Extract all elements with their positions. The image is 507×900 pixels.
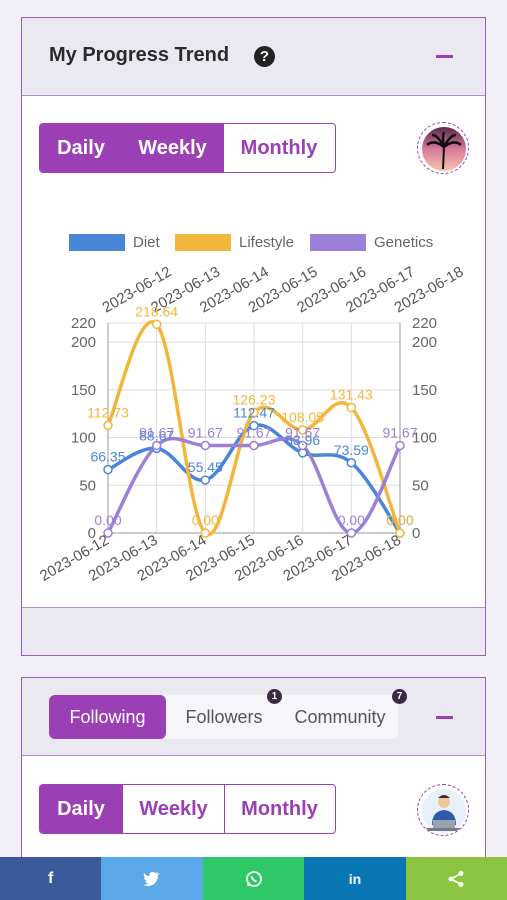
data-point[interactable]: [346, 402, 357, 413]
data-point[interactable]: [249, 440, 259, 451]
y-tick-label-left: 200: [71, 334, 96, 351]
palm-tree-icon: [422, 127, 466, 171]
social-tabs: Following Followers 1 Community 7: [49, 689, 407, 739]
data-point[interactable]: [297, 440, 308, 451]
whatsapp-icon[interactable]: [202, 857, 305, 900]
social-card: Following Followers 1 Community 7 Daily …: [21, 677, 486, 877]
progress-card-header: My Progress Trend ?: [22, 18, 485, 96]
data-label: 112.73: [87, 404, 129, 420]
social-card-header: Following Followers 1 Community 7: [22, 678, 485, 756]
data-label: 131.43: [330, 387, 373, 403]
period-daily-button[interactable]: Daily: [40, 785, 122, 833]
data-label: 66.35: [90, 449, 125, 465]
data-label: 91.67: [285, 424, 320, 440]
data-point[interactable]: [103, 464, 113, 475]
legend-swatch[interactable]: [310, 234, 366, 251]
y-tick-label-right: 100: [412, 430, 437, 447]
progress-period-toggle: Daily Weekly Monthly: [39, 123, 336, 173]
data-point[interactable]: [151, 319, 162, 330]
tab-following[interactable]: Following: [49, 695, 166, 739]
data-label: 0.00: [386, 512, 413, 528]
data-point[interactable]: [346, 458, 357, 468]
collapse-icon[interactable]: [436, 716, 453, 719]
y-tick-label-left: 220: [71, 315, 96, 332]
period-monthly-button[interactable]: Monthly: [224, 785, 334, 833]
data-point[interactable]: [200, 528, 211, 538]
data-point[interactable]: [249, 407, 259, 418]
legend-label[interactable]: Lifestyle: [239, 234, 294, 251]
y-tick-label-left: 100: [71, 430, 96, 447]
legend-swatch[interactable]: [175, 234, 231, 251]
data-point[interactable]: [395, 528, 405, 538]
data-label: 108.05: [281, 409, 324, 425]
data-label: 91.67: [382, 424, 417, 440]
y-tick-label-left: 50: [79, 477, 96, 494]
data-point[interactable]: [200, 440, 211, 451]
data-label: 0.00: [192, 512, 219, 528]
social-period-toggle: Daily Weekly Monthly: [39, 784, 336, 834]
data-point[interactable]: [249, 420, 259, 431]
followers-count-badge: 1: [267, 689, 282, 704]
progress-chart: Diet Lifestyle Genetics 0 0 50 50 100 100 150 150 2…: [37, 234, 466, 585]
y-tick-label-left: 0: [88, 525, 96, 542]
data-point[interactable]: [395, 440, 405, 451]
y-tick-label-right: 50: [412, 477, 429, 494]
data-label: 88.67: [139, 427, 174, 443]
data-point[interactable]: [103, 528, 113, 538]
legend-label[interactable]: Diet: [133, 234, 161, 251]
twitter-icon[interactable]: [101, 857, 203, 900]
data-label: 83.96: [285, 432, 320, 448]
data-label: 218.64: [135, 303, 178, 319]
y-tick-label-right: 220: [412, 315, 437, 332]
community-count-badge: 7: [392, 689, 407, 704]
linkedin-icon[interactable]: in: [304, 857, 406, 900]
data-label: 0.00: [386, 512, 413, 528]
data-label: 0.00: [94, 512, 121, 528]
data-point[interactable]: [346, 528, 357, 538]
period-monthly-button[interactable]: Monthly: [223, 124, 334, 172]
share-icon[interactable]: [405, 857, 507, 900]
progress-title: My Progress Trend: [49, 44, 230, 66]
legend-label[interactable]: Genetics: [374, 234, 433, 251]
facebook-icon[interactable]: f: [0, 857, 102, 900]
data-label: 73.59: [334, 442, 369, 458]
data-label: 91.67: [139, 424, 174, 440]
help-icon[interactable]: ?: [254, 46, 275, 67]
y-tick-label-left: 150: [71, 382, 96, 399]
y-tick-label-right: 0: [412, 525, 420, 542]
legend-swatch[interactable]: [69, 234, 125, 251]
data-point[interactable]: [297, 425, 308, 435]
data-label: 126.23: [233, 392, 276, 408]
data-label: 112.47: [233, 405, 275, 421]
data-label: 91.67: [188, 424, 223, 440]
data-label: 91.67: [236, 424, 271, 440]
period-weekly-button[interactable]: Weekly: [122, 785, 224, 833]
avatar[interactable]: [417, 122, 469, 174]
data-label: 55.45: [188, 459, 223, 475]
y-tick-label-right: 200: [412, 334, 437, 351]
data-point[interactable]: [200, 475, 211, 485]
share-bar: f in: [0, 857, 507, 900]
progress-card-footer: [22, 607, 485, 655]
tab-community[interactable]: Community: [294, 706, 386, 727]
collapse-icon[interactable]: [436, 55, 453, 58]
person-at-laptop-icon: [422, 789, 466, 833]
avatar[interactable]: [417, 784, 469, 836]
period-daily-button[interactable]: Daily: [40, 124, 122, 172]
data-point[interactable]: [103, 420, 113, 431]
tab-followers[interactable]: Followers: [185, 706, 263, 727]
y-tick-label-right: 150: [412, 382, 437, 399]
data-point[interactable]: [151, 440, 162, 451]
period-weekly-button[interactable]: Weekly: [122, 124, 223, 172]
progress-trend-card: My Progress Trend ? Daily Weekly Monthly…: [21, 17, 486, 656]
data-label: 0.00: [338, 512, 365, 528]
